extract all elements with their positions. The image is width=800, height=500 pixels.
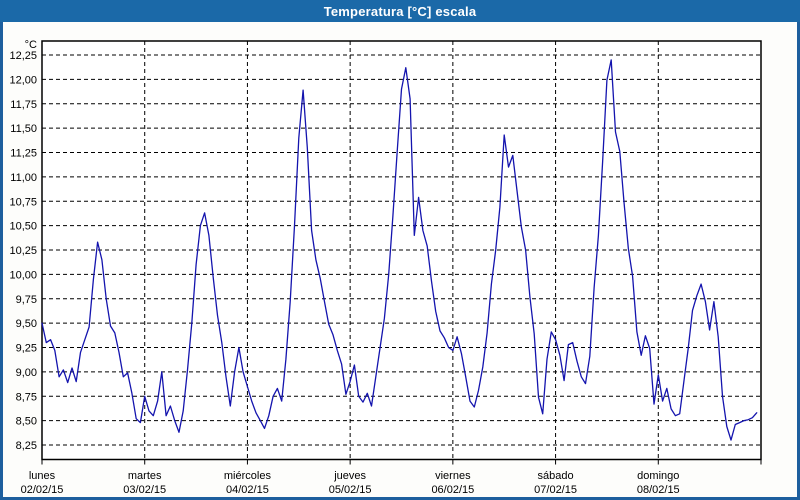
y-axis-label: 11,75 [10, 99, 37, 111]
y-axis-label: 9,50 [16, 318, 37, 330]
day-date-label: 02/02/15 [21, 484, 64, 496]
day-date-label: 06/02/15 [431, 484, 474, 496]
y-axis-label: 11,50 [10, 123, 37, 135]
day-name-label: martes [128, 470, 162, 482]
day-name-label: jueves [333, 470, 366, 482]
y-axis-label: 10,25 [9, 245, 37, 257]
y-axis-label: 10,75 [9, 196, 37, 208]
day-date-label: 07/02/15 [534, 484, 577, 496]
y-axis-label: 9,75 [16, 294, 37, 306]
day-name-label: lunes [29, 470, 56, 482]
day-name-label: miércoles [224, 470, 272, 482]
day-date-label: 08/02/15 [637, 484, 680, 496]
y-axis-label: 11,25 [10, 148, 37, 160]
y-axis-label: 12,25 [9, 50, 37, 62]
y-axis-label: 9,00 [16, 367, 37, 379]
temperature-line [41, 59, 758, 441]
day-name-label: viernes [435, 470, 471, 482]
y-axis-label: 11,00 [10, 172, 37, 184]
y-axis-label: 10,00 [9, 269, 37, 281]
y-axis-label: 10,50 [9, 221, 37, 233]
y-axis-unit-label: °C [25, 39, 37, 51]
window-title: Temperatura [°C] escala [323, 3, 477, 19]
y-axis-label: 8,25 [16, 440, 37, 452]
day-date-label: 05/02/15 [329, 484, 372, 496]
day-date-label: 04/02/15 [226, 484, 269, 496]
y-axis-label: 12,00 [9, 74, 37, 86]
day-date-label: 03/02/15 [123, 484, 166, 496]
day-name-label: domingo [637, 470, 679, 482]
y-axis-label: 9,25 [16, 343, 37, 355]
y-axis-label: 8,50 [16, 416, 37, 428]
title-bar: Temperatura [°C] escala [0, 0, 800, 22]
y-axis-label: 8,75 [16, 391, 37, 403]
day-name-label: sábado [538, 470, 574, 482]
